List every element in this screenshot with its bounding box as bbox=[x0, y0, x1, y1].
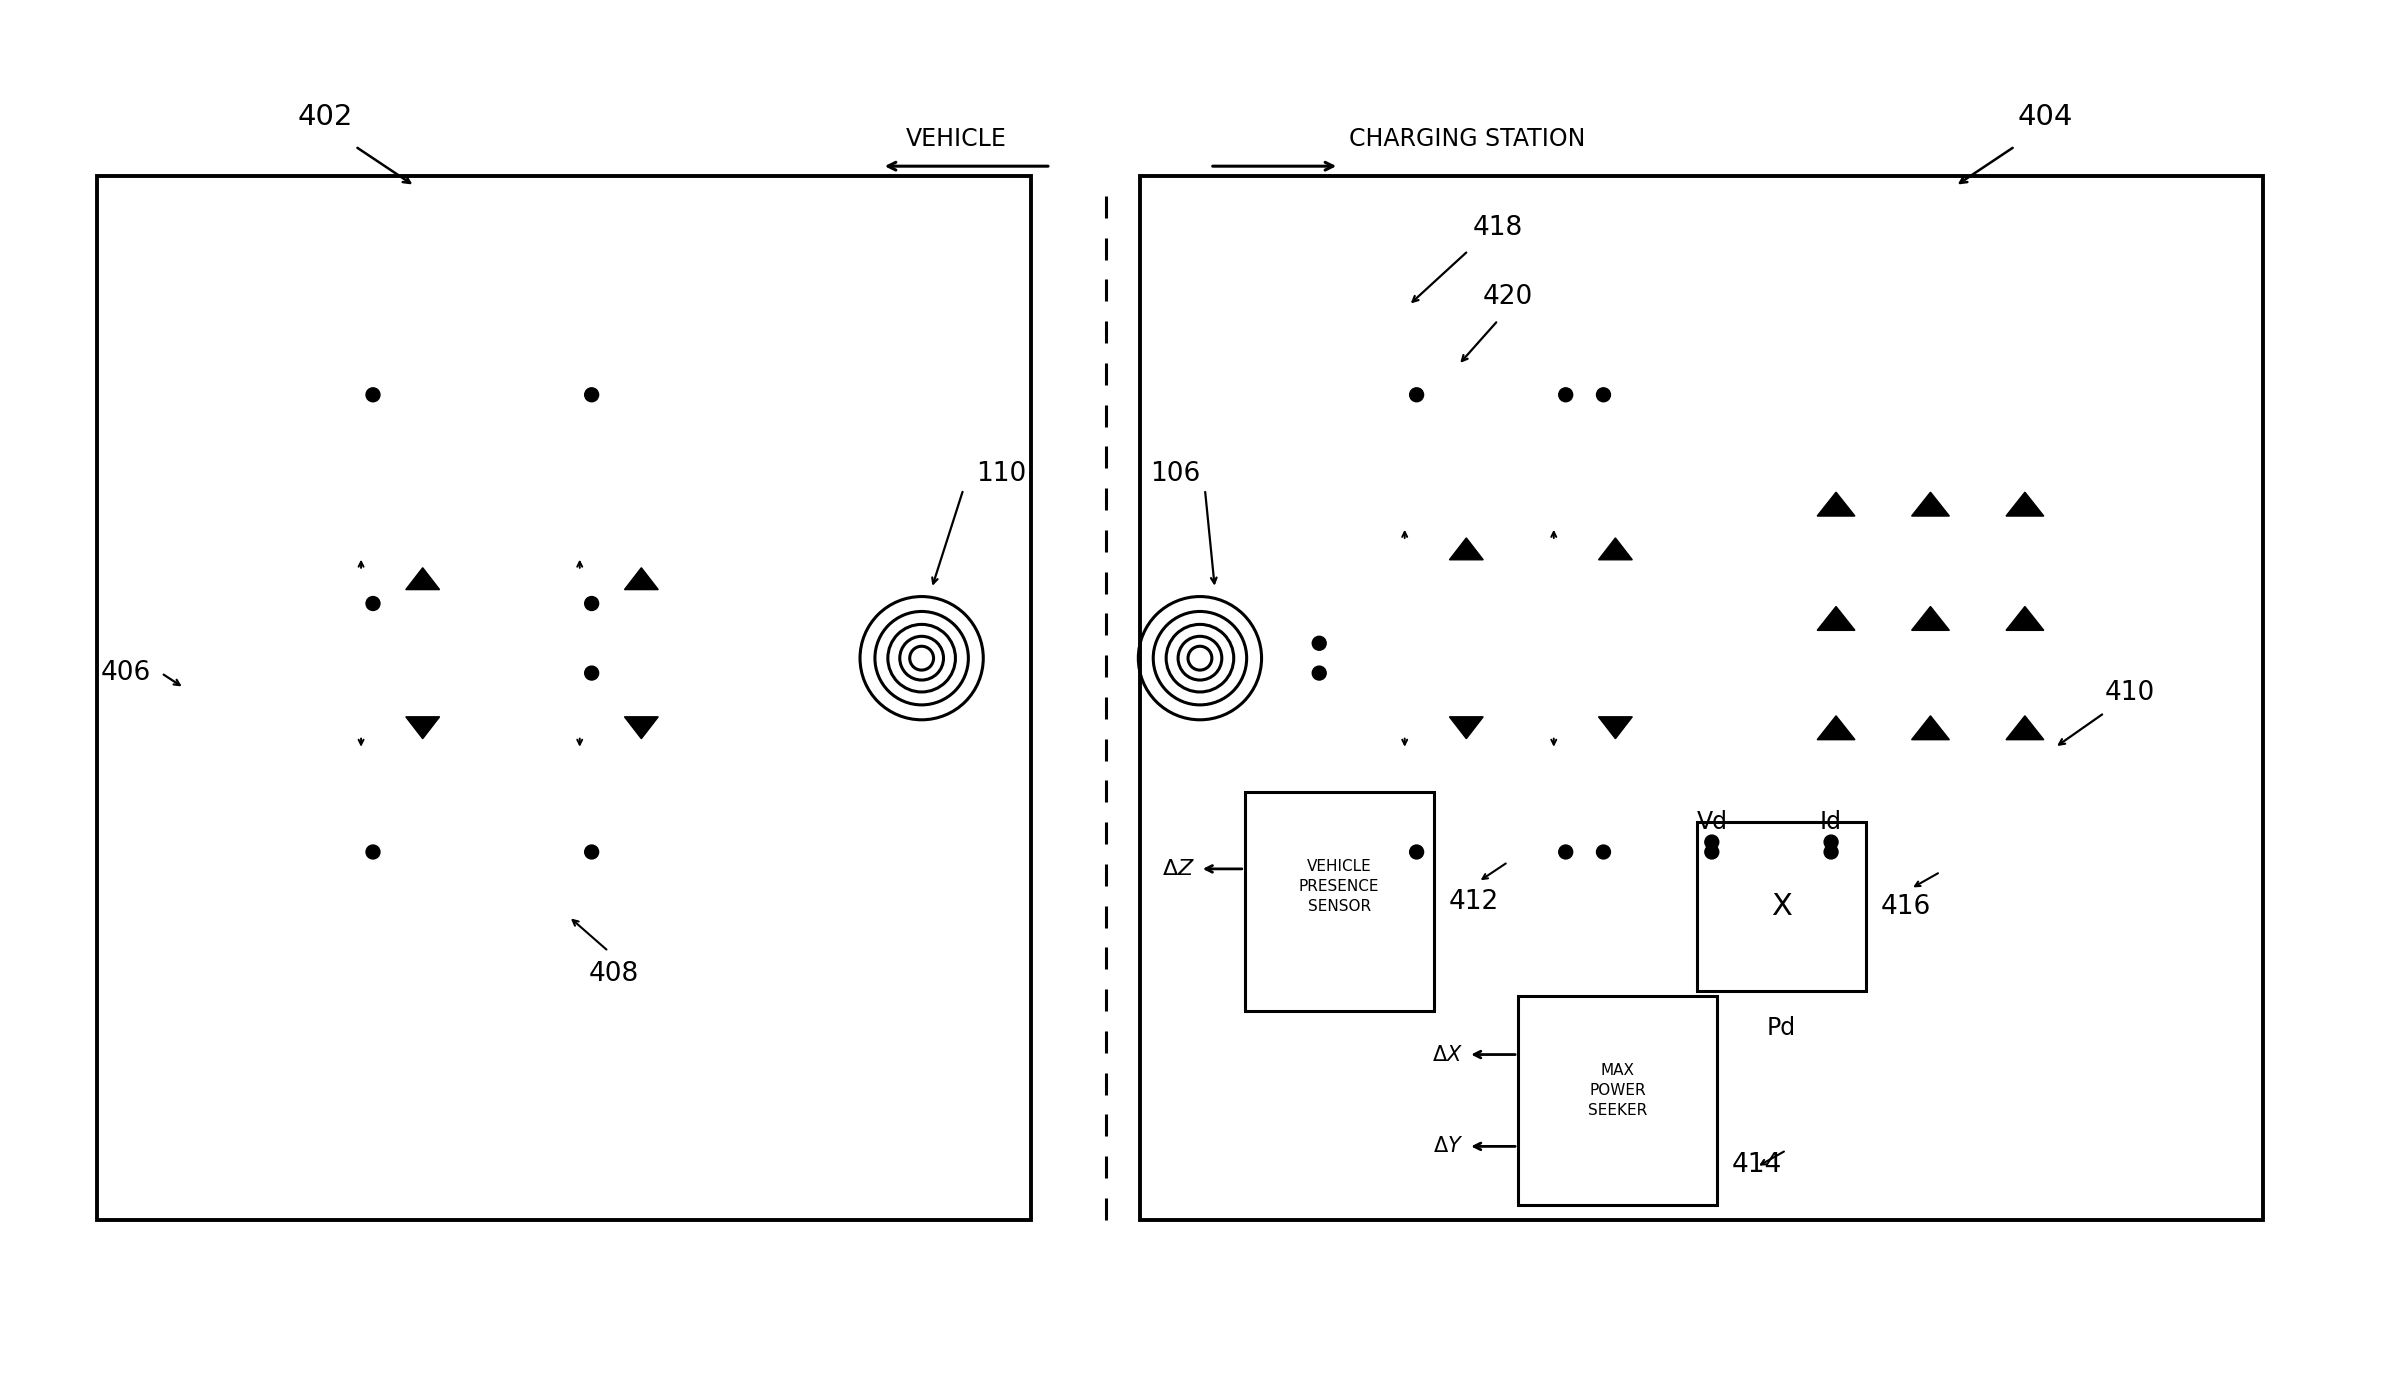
Circle shape bbox=[586, 666, 598, 680]
Text: 106: 106 bbox=[1150, 461, 1200, 487]
Text: 410: 410 bbox=[2105, 680, 2155, 706]
Circle shape bbox=[1705, 844, 1719, 859]
Text: X: X bbox=[1771, 892, 1793, 921]
Polygon shape bbox=[1912, 607, 1950, 630]
Polygon shape bbox=[1450, 717, 1483, 739]
Polygon shape bbox=[1817, 492, 1855, 516]
Circle shape bbox=[1705, 835, 1719, 849]
Polygon shape bbox=[2007, 607, 2043, 630]
Polygon shape bbox=[405, 567, 440, 589]
Text: 110: 110 bbox=[976, 461, 1026, 487]
Polygon shape bbox=[1817, 607, 1855, 630]
Text: Pd: Pd bbox=[1767, 1016, 1795, 1039]
Text: VEHICLE: VEHICLE bbox=[907, 128, 1007, 151]
Circle shape bbox=[367, 844, 381, 859]
Polygon shape bbox=[624, 567, 657, 589]
Text: Id: Id bbox=[1819, 810, 1843, 835]
Text: 420: 420 bbox=[1483, 284, 1533, 310]
Text: $\Delta X$: $\Delta X$ bbox=[1433, 1045, 1464, 1064]
Circle shape bbox=[1824, 844, 1838, 859]
Text: 416: 416 bbox=[1881, 894, 1931, 920]
Text: 404: 404 bbox=[2017, 103, 2071, 132]
Circle shape bbox=[1312, 666, 1326, 680]
Polygon shape bbox=[1912, 492, 1950, 516]
Circle shape bbox=[367, 387, 381, 402]
Text: $\Delta Z$: $\Delta Z$ bbox=[1162, 859, 1195, 879]
Bar bbox=[1519, 995, 1717, 1205]
Bar bbox=[1140, 176, 2264, 1219]
Circle shape bbox=[1410, 844, 1424, 859]
Circle shape bbox=[586, 844, 598, 859]
Polygon shape bbox=[1817, 715, 1855, 740]
Polygon shape bbox=[624, 717, 657, 739]
Text: VEHICLE
PRESENCE
SENSOR: VEHICLE PRESENCE SENSOR bbox=[1300, 859, 1379, 914]
Circle shape bbox=[1598, 844, 1610, 859]
Circle shape bbox=[1410, 387, 1424, 402]
Text: Vd: Vd bbox=[1695, 810, 1726, 835]
Circle shape bbox=[1824, 835, 1838, 849]
Text: 402: 402 bbox=[298, 103, 352, 132]
Text: $\Delta Y$: $\Delta Y$ bbox=[1433, 1137, 1464, 1156]
Polygon shape bbox=[2007, 492, 2043, 516]
Circle shape bbox=[1312, 636, 1326, 651]
Polygon shape bbox=[405, 717, 440, 739]
Circle shape bbox=[1560, 387, 1574, 402]
Circle shape bbox=[586, 596, 598, 611]
Polygon shape bbox=[1598, 538, 1633, 560]
Polygon shape bbox=[1450, 538, 1483, 560]
Circle shape bbox=[367, 596, 381, 611]
Text: CHARGING STATION: CHARGING STATION bbox=[1350, 128, 1586, 151]
Circle shape bbox=[1560, 844, 1574, 859]
Text: 414: 414 bbox=[1731, 1152, 1781, 1178]
Bar bbox=[1245, 792, 1433, 1011]
Text: 412: 412 bbox=[1448, 888, 1498, 914]
Text: MAX
POWER
SEEKER: MAX POWER SEEKER bbox=[1588, 1063, 1648, 1118]
Circle shape bbox=[586, 387, 598, 402]
Text: 418: 418 bbox=[1474, 214, 1524, 240]
Polygon shape bbox=[2007, 715, 2043, 740]
Circle shape bbox=[1598, 387, 1610, 402]
Polygon shape bbox=[1912, 715, 1950, 740]
Text: 406: 406 bbox=[100, 660, 152, 686]
Polygon shape bbox=[1598, 717, 1633, 739]
Bar bbox=[98, 176, 1031, 1219]
Text: 408: 408 bbox=[588, 961, 638, 987]
Bar bbox=[1698, 822, 1867, 991]
